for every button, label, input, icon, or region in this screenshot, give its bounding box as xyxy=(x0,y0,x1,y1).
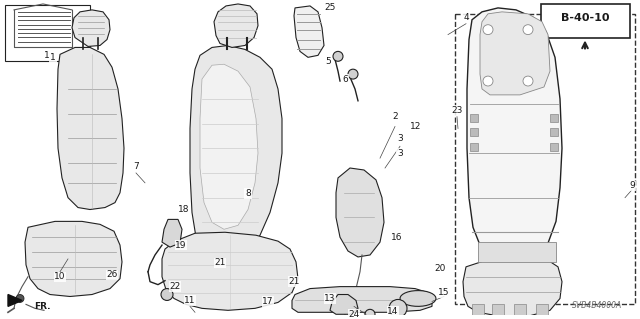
Text: 26: 26 xyxy=(106,270,118,279)
Text: 18: 18 xyxy=(179,205,189,214)
Text: B-40-10: B-40-10 xyxy=(561,13,609,23)
Polygon shape xyxy=(294,6,324,57)
Text: 21: 21 xyxy=(214,258,226,267)
Text: 4: 4 xyxy=(463,13,469,22)
Text: 25: 25 xyxy=(324,4,336,12)
Polygon shape xyxy=(470,143,478,151)
Polygon shape xyxy=(200,64,258,229)
Text: 10: 10 xyxy=(54,272,66,281)
Circle shape xyxy=(333,51,343,61)
Polygon shape xyxy=(550,143,558,151)
Text: 1: 1 xyxy=(50,53,56,62)
Polygon shape xyxy=(162,232,298,310)
Polygon shape xyxy=(470,114,478,122)
Polygon shape xyxy=(25,221,122,296)
Text: 1: 1 xyxy=(44,51,50,60)
Circle shape xyxy=(161,289,173,300)
Text: 5: 5 xyxy=(325,57,331,66)
Polygon shape xyxy=(536,304,548,316)
Text: 2: 2 xyxy=(392,112,398,121)
Polygon shape xyxy=(8,294,22,306)
Text: 20: 20 xyxy=(435,264,445,273)
Text: 16: 16 xyxy=(391,233,403,242)
Text: 6: 6 xyxy=(342,75,348,84)
Circle shape xyxy=(523,76,533,86)
Circle shape xyxy=(348,69,358,79)
Text: 9: 9 xyxy=(629,181,635,190)
Polygon shape xyxy=(214,4,258,48)
Polygon shape xyxy=(467,8,562,262)
Polygon shape xyxy=(190,46,282,267)
Circle shape xyxy=(483,25,493,34)
Text: 19: 19 xyxy=(175,241,187,249)
Text: 11: 11 xyxy=(184,296,196,305)
Text: 14: 14 xyxy=(387,307,399,316)
Text: 17: 17 xyxy=(262,297,274,306)
Polygon shape xyxy=(463,255,562,316)
Text: 8: 8 xyxy=(245,189,251,198)
Polygon shape xyxy=(470,129,478,137)
Circle shape xyxy=(365,309,375,319)
Polygon shape xyxy=(162,219,182,247)
Circle shape xyxy=(483,76,493,86)
Polygon shape xyxy=(541,4,630,38)
Polygon shape xyxy=(72,10,110,47)
Polygon shape xyxy=(330,294,358,314)
Polygon shape xyxy=(57,48,124,210)
Polygon shape xyxy=(478,242,556,262)
Text: 23: 23 xyxy=(451,106,463,115)
Circle shape xyxy=(523,25,533,34)
Polygon shape xyxy=(550,129,558,137)
Polygon shape xyxy=(400,291,436,306)
Polygon shape xyxy=(5,5,90,61)
Text: 22: 22 xyxy=(170,282,180,291)
Text: 15: 15 xyxy=(438,288,450,297)
Polygon shape xyxy=(480,12,550,95)
Text: 3: 3 xyxy=(397,134,403,143)
Text: 12: 12 xyxy=(410,122,422,131)
Text: 7: 7 xyxy=(133,161,139,171)
Text: SVB4B4000A: SVB4B4000A xyxy=(572,301,622,310)
Text: 21: 21 xyxy=(288,277,300,286)
Polygon shape xyxy=(336,168,384,257)
Polygon shape xyxy=(492,304,504,316)
Text: 13: 13 xyxy=(324,294,336,303)
Circle shape xyxy=(389,300,407,317)
Polygon shape xyxy=(472,304,484,316)
Polygon shape xyxy=(455,14,635,304)
Polygon shape xyxy=(550,114,558,122)
Polygon shape xyxy=(514,304,526,316)
Text: 24: 24 xyxy=(348,310,360,319)
Circle shape xyxy=(16,294,24,302)
Text: FR.: FR. xyxy=(34,302,51,311)
Polygon shape xyxy=(292,286,432,312)
Text: 3: 3 xyxy=(397,149,403,158)
